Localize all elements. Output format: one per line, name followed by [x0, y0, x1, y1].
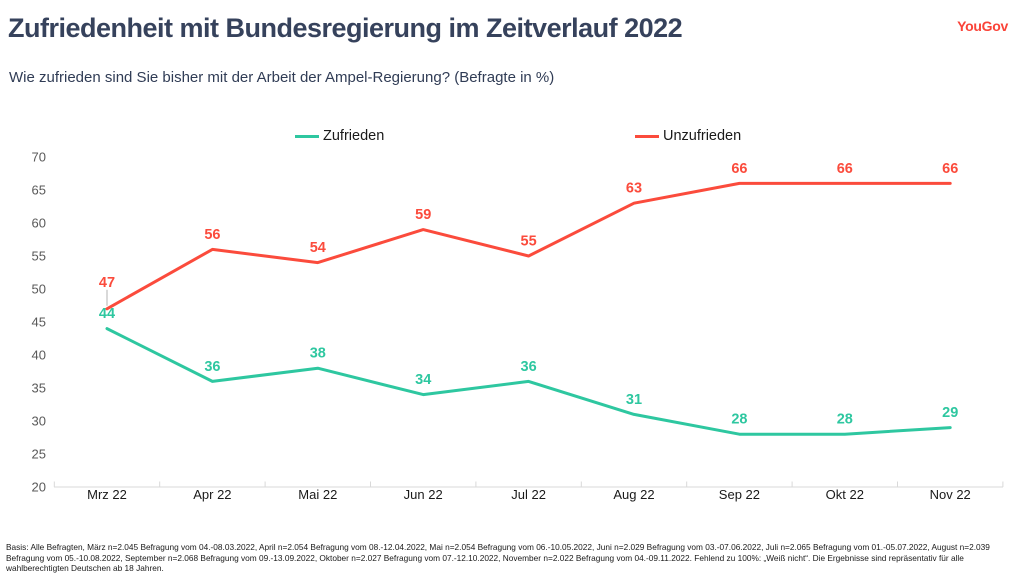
zufrieden-line-swatch — [295, 134, 319, 138]
data-label-zufrieden: 36 — [521, 359, 537, 375]
source-note: Basis: Alle Befragten, März n=2.045 Befr… — [6, 542, 990, 573]
chart-subtitle: Wie zufrieden sind Sie bisher mit der Ar… — [9, 69, 555, 86]
yougov-logo: YouGov — [957, 18, 1008, 34]
data-label-unzufrieden: 59 — [415, 207, 431, 223]
page-title: Zufriedenheit mit Bundesregierung im Zei… — [8, 13, 683, 43]
data-label-unzufrieden: 47 — [99, 275, 115, 291]
data-label-zufrieden: 28 — [837, 412, 853, 428]
data-label-zufrieden: 36 — [204, 359, 220, 375]
y-tick-label: 65 — [32, 183, 46, 198]
y-tick-label: 45 — [32, 315, 46, 330]
x-tick-label: Jun 22 — [404, 487, 443, 502]
data-label-unzufrieden: 66 — [837, 161, 853, 177]
x-tick-label: Sep 22 — [719, 487, 760, 502]
legend-label-unzufrieden: Unzufrieden — [663, 128, 742, 144]
data-label-zufrieden: 38 — [310, 346, 326, 362]
data-label-zufrieden: 31 — [626, 392, 642, 408]
x-tick-label: Apr 22 — [193, 487, 231, 502]
y-tick-label: 70 — [32, 150, 46, 165]
x-tick-label: Mai 22 — [298, 487, 337, 502]
data-label-unzufrieden: 55 — [521, 234, 537, 250]
data-label-zufrieden: 34 — [415, 372, 431, 388]
data-label-unzufrieden: 56 — [204, 227, 220, 243]
y-tick-label: 40 — [32, 348, 46, 363]
y-tick-label: 55 — [32, 249, 46, 264]
y-tick-label: 30 — [32, 414, 46, 429]
data-label-zufrieden: 44 — [99, 306, 115, 322]
x-tick-label: Aug 22 — [613, 487, 654, 502]
x-tick-label: Mrz 22 — [87, 487, 127, 502]
line-chart-area: 20 25 30 35 40 45 50 55 60 65 70 Mrz 22 Apr 22 Mai 22… — [0, 150, 1024, 520]
y-tick-label: 50 — [32, 282, 46, 297]
series-line-zufrieden — [105, 327, 952, 436]
data-label-unzufrieden: 63 — [626, 181, 642, 197]
x-tick-label: Jul 22 — [511, 487, 546, 502]
data-label-unzufrieden: 54 — [310, 240, 326, 256]
y-tick-label: 60 — [32, 216, 46, 231]
y-tick-label: 25 — [32, 447, 46, 462]
y-tick-label: 35 — [32, 381, 46, 396]
x-tick-label: Okt 22 — [826, 487, 864, 502]
data-label-zufrieden: 29 — [942, 405, 958, 421]
legend-item-unzufrieden[interactable]: Unzufrieden — [635, 128, 741, 144]
legend-label-zufrieden: Zufrieden — [323, 128, 385, 144]
legend-item-zufrieden[interactable]: Zufrieden — [295, 128, 384, 144]
series-line-unzufrieden — [105, 181, 952, 311]
unzufrieden-line-swatch — [635, 134, 659, 138]
line-chart-svg: 20 25 30 35 40 45 50 55 60 65 70 Mrz 22 Apr 22 Mai 22… — [32, 150, 1004, 502]
data-label-zufrieden: 28 — [731, 412, 747, 428]
data-label-unzufrieden: 66 — [731, 161, 747, 177]
x-tick-label: Nov 22 — [930, 487, 971, 502]
y-tick-label: 20 — [32, 480, 46, 495]
data-label-unzufrieden: 66 — [942, 161, 958, 177]
